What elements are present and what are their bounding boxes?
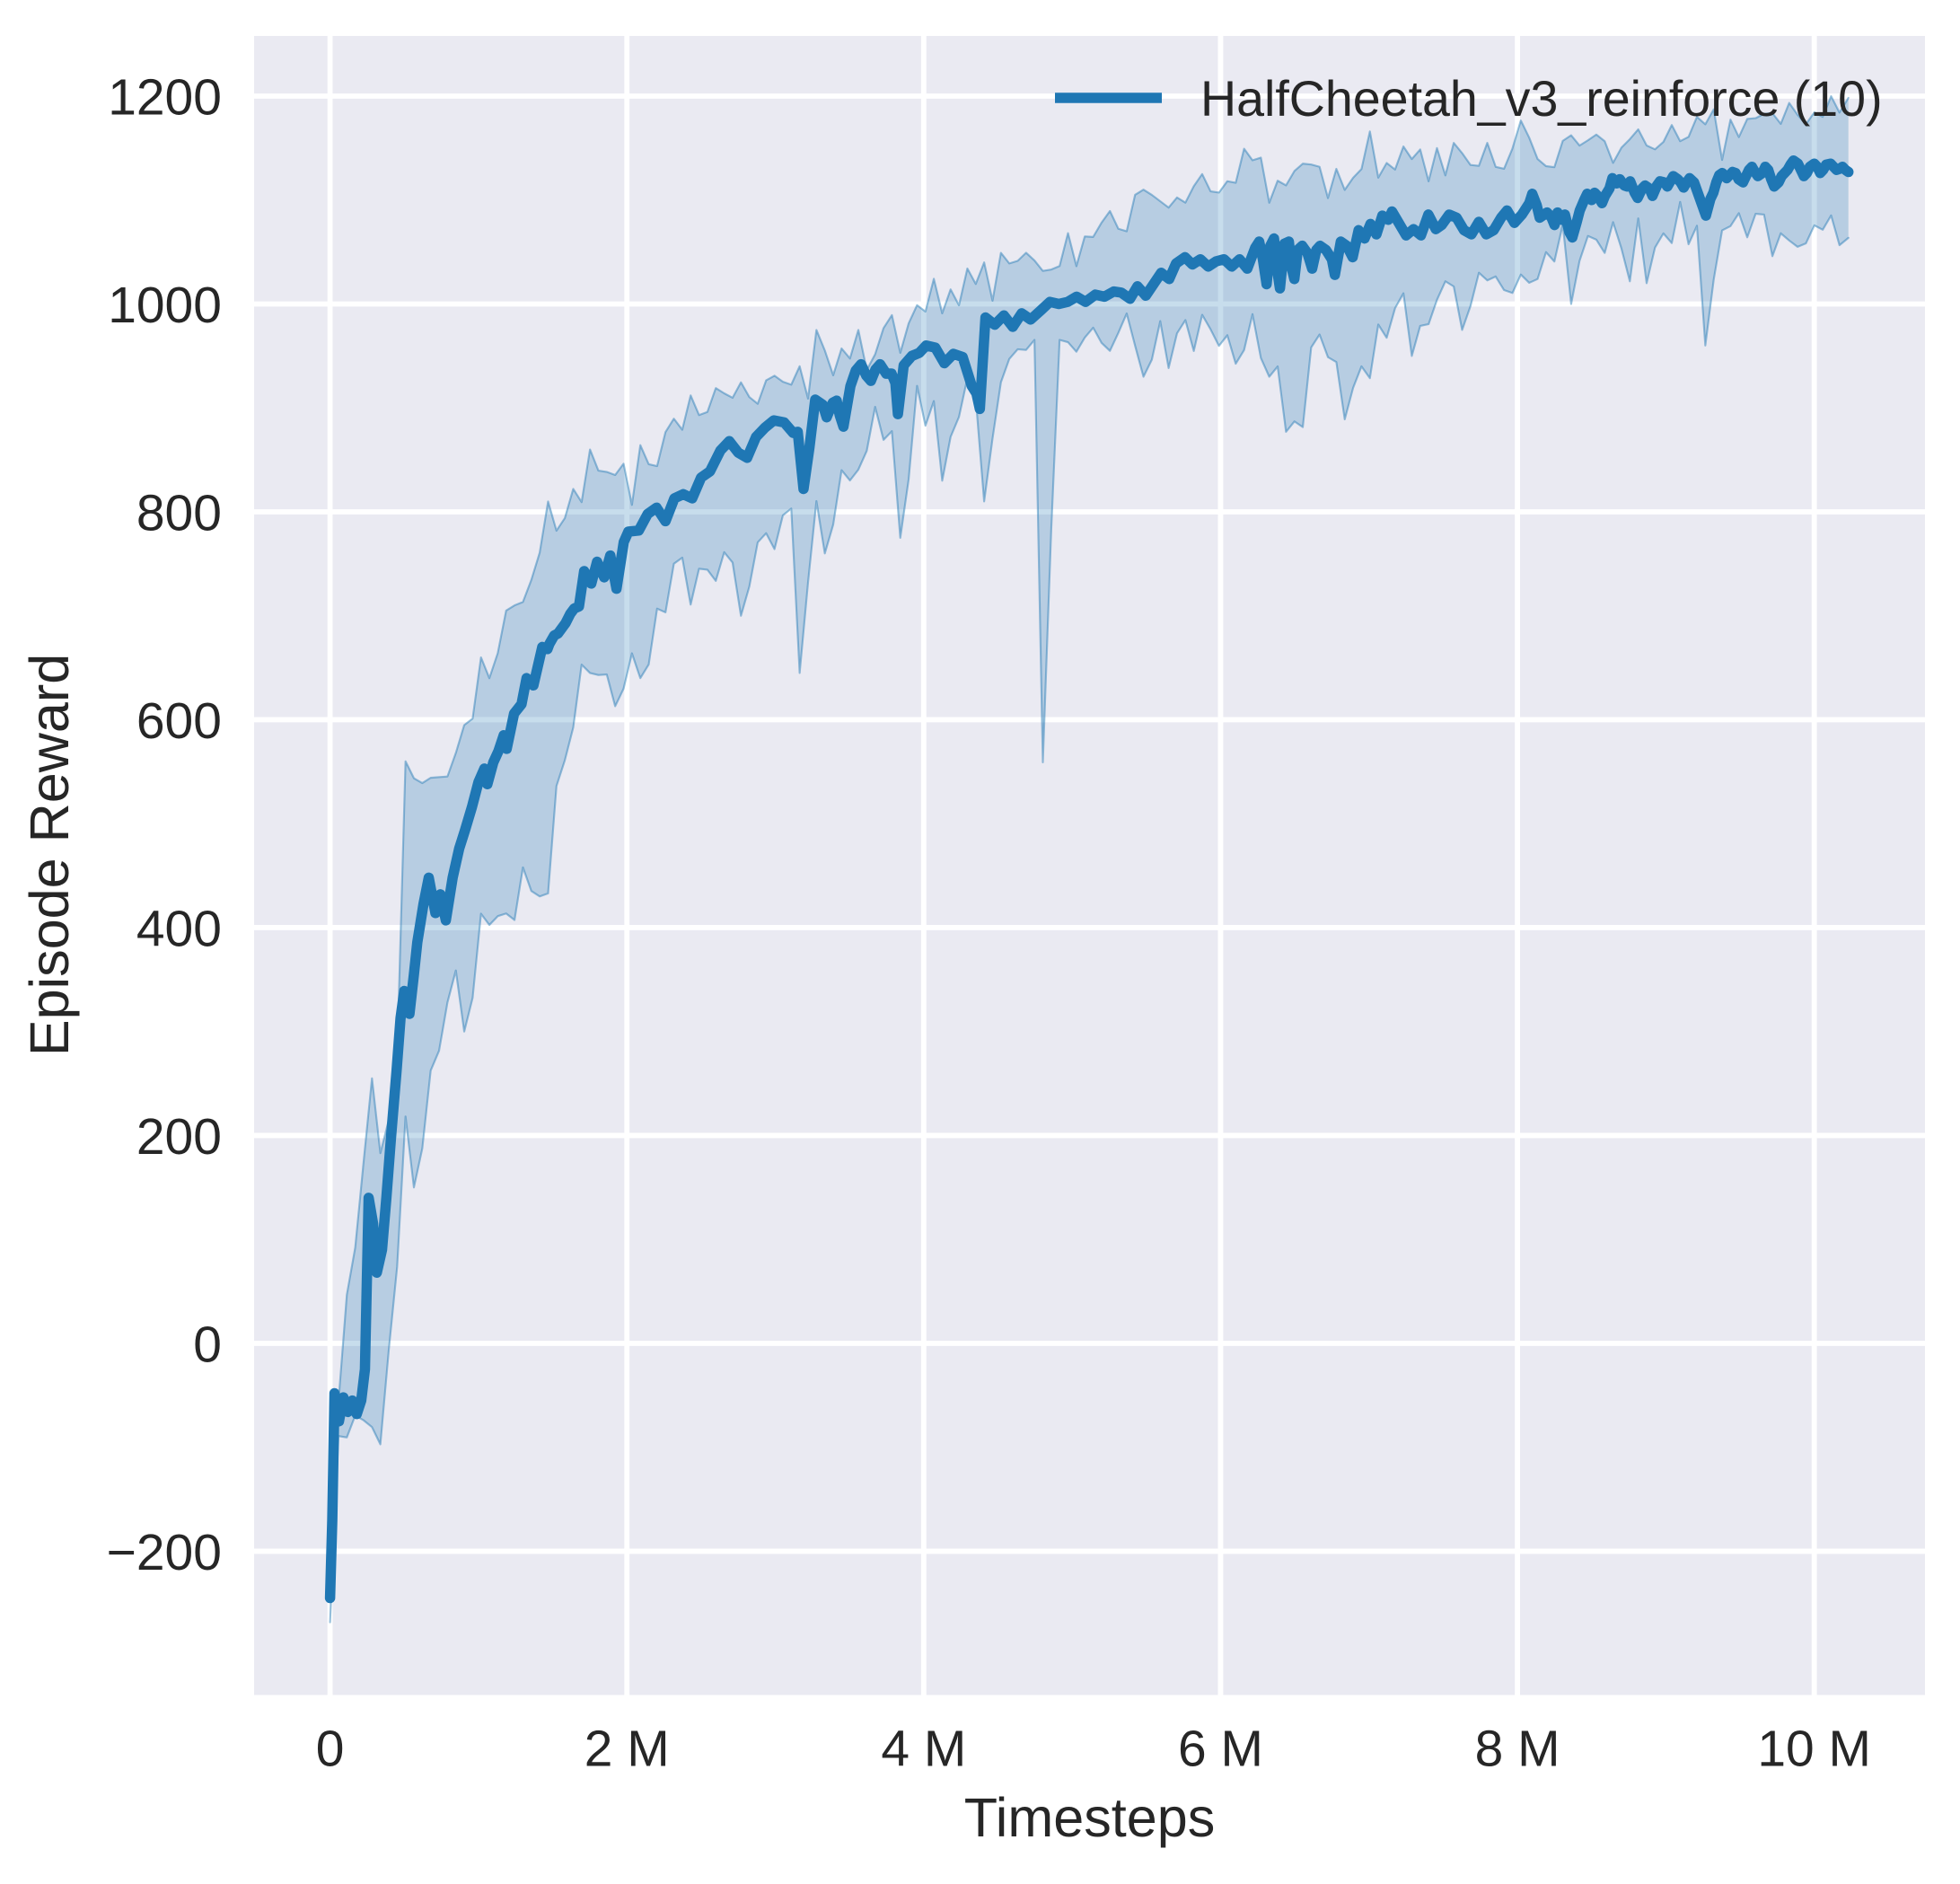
svg-text:6 M: 6 M — [1178, 1720, 1263, 1777]
svg-text:400: 400 — [136, 901, 222, 958]
svg-text:−200: −200 — [107, 1524, 222, 1581]
svg-text:200: 200 — [136, 1108, 222, 1166]
svg-text:Episode Reward: Episode Reward — [19, 654, 80, 1056]
svg-text:Timesteps: Timesteps — [964, 1787, 1216, 1848]
svg-text:0: 0 — [193, 1316, 222, 1374]
svg-text:600: 600 — [136, 692, 222, 750]
svg-text:HalfCheetah_v3_reinforce (10): HalfCheetah_v3_reinforce (10) — [1200, 71, 1883, 127]
svg-text:8 M: 8 M — [1475, 1720, 1560, 1777]
svg-text:800: 800 — [136, 485, 222, 542]
svg-text:10 M: 10 M — [1757, 1720, 1871, 1777]
svg-text:2 M: 2 M — [584, 1720, 670, 1777]
svg-text:1000: 1000 — [108, 277, 222, 334]
svg-text:1200: 1200 — [108, 69, 222, 127]
svg-text:0: 0 — [316, 1720, 345, 1777]
svg-text:4 M: 4 M — [881, 1720, 966, 1777]
